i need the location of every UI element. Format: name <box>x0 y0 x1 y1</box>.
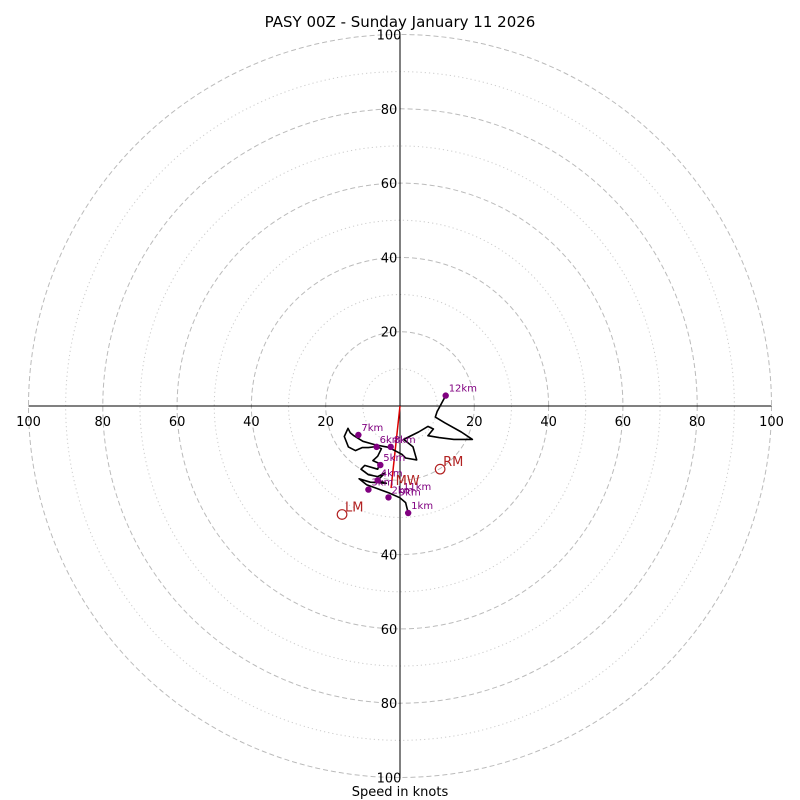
y-tick-label-7: 80 <box>381 697 398 712</box>
storm-marker-lm <box>336 509 348 520</box>
y-tick-label-4: 20 <box>381 326 398 341</box>
storm-label-lm: LM <box>345 500 363 515</box>
shear-vector-group <box>390 405 401 489</box>
x-tick-label-9: 100 <box>759 415 784 430</box>
x-axis-label: Speed in knots <box>352 785 449 800</box>
height-marker-dot-7 <box>387 443 394 451</box>
tick-labels: 100 80 60 40 20 20 40 60 80 100 100 80 60 40 20 40 60 80 1… <box>16 29 784 787</box>
storm-label-mw: MW <box>396 474 420 489</box>
height-marker-label-0: 1km <box>411 501 433 512</box>
height-marker-label-4: 5km <box>383 453 405 464</box>
x-tick-label-0: 100 <box>16 415 41 430</box>
y-tick-label-2: 60 <box>381 177 398 192</box>
y-tick-label-3: 40 <box>381 251 398 266</box>
storm-label-rm: RM <box>443 455 463 470</box>
y-tick-label-1: 80 <box>381 103 398 118</box>
height-marker-dot-1 <box>385 494 392 501</box>
x-tick-label-6: 40 <box>540 415 557 430</box>
height-marker-dot-8 <box>442 392 449 399</box>
y-tick-label-6: 60 <box>381 623 398 638</box>
height-marker-label-2: 3km <box>371 478 393 489</box>
height-extra-label-0: 9km <box>399 487 421 498</box>
x-tick-label-1: 80 <box>95 415 112 430</box>
y-tick-label-5: 40 <box>381 549 398 564</box>
y-tick-label-0: 100 <box>377 29 402 44</box>
x-tick-label-5: 20 <box>466 415 483 430</box>
height-marker-dot-3 <box>374 477 381 484</box>
x-tick-label-4: 20 <box>317 415 334 430</box>
shear-vector <box>390 405 401 489</box>
x-tick-label-2: 60 <box>169 415 186 430</box>
height-marker-dot-6 <box>355 431 362 439</box>
storm-motion-markers: RM LM MW <box>336 455 463 520</box>
wind-profile-group <box>343 395 474 514</box>
height-marker-dot-0 <box>404 509 412 517</box>
wind-profile-trace <box>343 395 474 514</box>
x-tick-label-3: 40 <box>243 415 260 430</box>
height-marker-label-6: 7km <box>361 423 383 434</box>
x-tick-label-7: 60 <box>615 415 632 430</box>
storm-marker-rm <box>434 463 446 475</box>
x-tick-label-8: 80 <box>689 415 706 430</box>
height-marker-label-3: 4km <box>381 468 403 479</box>
height-marker-dot-2 <box>365 486 372 493</box>
height-extra-label-1: 11km <box>403 482 431 493</box>
height-marker-dot-4 <box>377 461 384 469</box>
height-marker-label-7: 8km <box>394 435 416 446</box>
height-marker-label-1: 2km <box>391 485 413 496</box>
height-marker-label-8: 12km <box>449 384 477 395</box>
height-marker-dot-5 <box>373 443 380 451</box>
y-tick-label-8: 100 <box>377 772 402 787</box>
height-marker-label-5: 6km <box>380 435 402 446</box>
chart-title: PASY 00Z - Sunday January 11 2026 <box>265 13 536 31</box>
